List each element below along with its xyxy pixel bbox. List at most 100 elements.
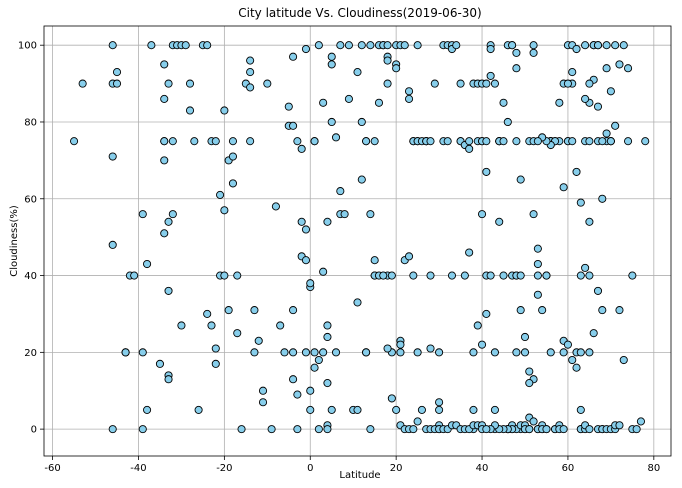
data-point — [366, 41, 375, 50]
data-point — [533, 271, 542, 280]
data-point — [563, 79, 572, 88]
data-point — [542, 271, 551, 280]
data-point — [224, 306, 233, 315]
data-point — [185, 79, 195, 88]
data-point — [585, 137, 594, 146]
data-point — [164, 286, 173, 295]
data-point — [465, 248, 474, 257]
data-point — [512, 137, 521, 146]
data-point — [147, 41, 156, 50]
x-tick-label: 0 — [307, 463, 313, 474]
data-point — [435, 405, 444, 414]
data-point — [319, 267, 328, 276]
data-point — [447, 271, 457, 280]
data-point — [581, 94, 590, 103]
data-point — [520, 332, 530, 342]
data-point — [572, 44, 581, 54]
data-point — [404, 87, 414, 96]
data-point — [589, 329, 598, 338]
data-point — [246, 56, 255, 65]
data-point — [559, 425, 568, 434]
data-point — [508, 41, 517, 50]
y-axis-ticks: 0 20 40 60 80 100 — [18, 41, 44, 436]
data-point — [203, 309, 212, 318]
data-point — [512, 64, 521, 73]
data-point — [430, 79, 439, 88]
data-point — [344, 41, 353, 50]
data-point — [465, 137, 474, 146]
data-point — [379, 271, 388, 280]
data-point — [387, 271, 396, 280]
data-point — [568, 355, 577, 365]
data-point — [323, 379, 332, 388]
data-point — [301, 256, 311, 265]
data-point — [581, 263, 590, 272]
y-tick-label: 80 — [24, 117, 37, 128]
data-point — [520, 348, 530, 357]
data-point — [482, 79, 491, 88]
data-point — [413, 348, 422, 357]
data-point — [387, 394, 396, 403]
data-point — [533, 137, 542, 146]
y-tick-label: 40 — [24, 271, 37, 282]
data-point — [319, 98, 328, 107]
data-point — [353, 68, 362, 77]
data-point — [477, 210, 487, 219]
data-point — [593, 286, 603, 295]
data-point — [585, 425, 594, 434]
data-point — [108, 152, 117, 161]
data-point — [568, 68, 577, 77]
data-point — [323, 217, 332, 226]
data-point — [525, 367, 534, 376]
data-point — [310, 137, 319, 146]
data-point — [362, 348, 371, 357]
data-point — [636, 417, 645, 426]
data-point — [357, 117, 366, 127]
data-point — [538, 306, 547, 315]
data-point — [396, 340, 405, 349]
data-point — [164, 217, 173, 226]
data-point — [490, 348, 499, 357]
data-point — [211, 359, 220, 368]
data-point — [619, 355, 628, 365]
y-tick-label: 0 — [31, 425, 37, 436]
data-point — [619, 41, 628, 50]
data-point — [353, 298, 362, 307]
data-point — [301, 348, 311, 357]
data-point — [611, 41, 620, 50]
data-point — [357, 41, 366, 50]
data-point — [499, 137, 508, 146]
data-points — [70, 41, 650, 434]
data-point — [310, 348, 319, 357]
data-point — [177, 321, 186, 330]
data-point — [108, 425, 117, 434]
data-point — [495, 217, 504, 226]
data-point — [443, 137, 452, 146]
data-point — [400, 41, 409, 50]
data-point — [108, 41, 117, 50]
data-point — [143, 405, 152, 414]
data-point — [585, 79, 594, 88]
data-point — [525, 379, 534, 388]
data-point — [323, 425, 332, 434]
data-point — [598, 137, 607, 146]
data-point — [383, 56, 392, 65]
data-point — [301, 44, 311, 54]
data-point — [503, 117, 512, 127]
data-point — [490, 79, 499, 88]
data-point — [323, 332, 332, 342]
data-point — [160, 229, 169, 238]
data-point — [216, 190, 225, 199]
data-point — [602, 41, 611, 50]
data-point — [598, 194, 607, 203]
data-point — [306, 386, 315, 395]
data-point — [362, 137, 371, 146]
data-point — [164, 79, 173, 88]
data-point — [297, 217, 306, 226]
data-point — [529, 210, 538, 219]
data-point — [246, 137, 255, 146]
data-point — [258, 386, 268, 395]
data-point — [138, 425, 147, 434]
data-point — [516, 175, 525, 184]
data-point — [160, 94, 169, 103]
